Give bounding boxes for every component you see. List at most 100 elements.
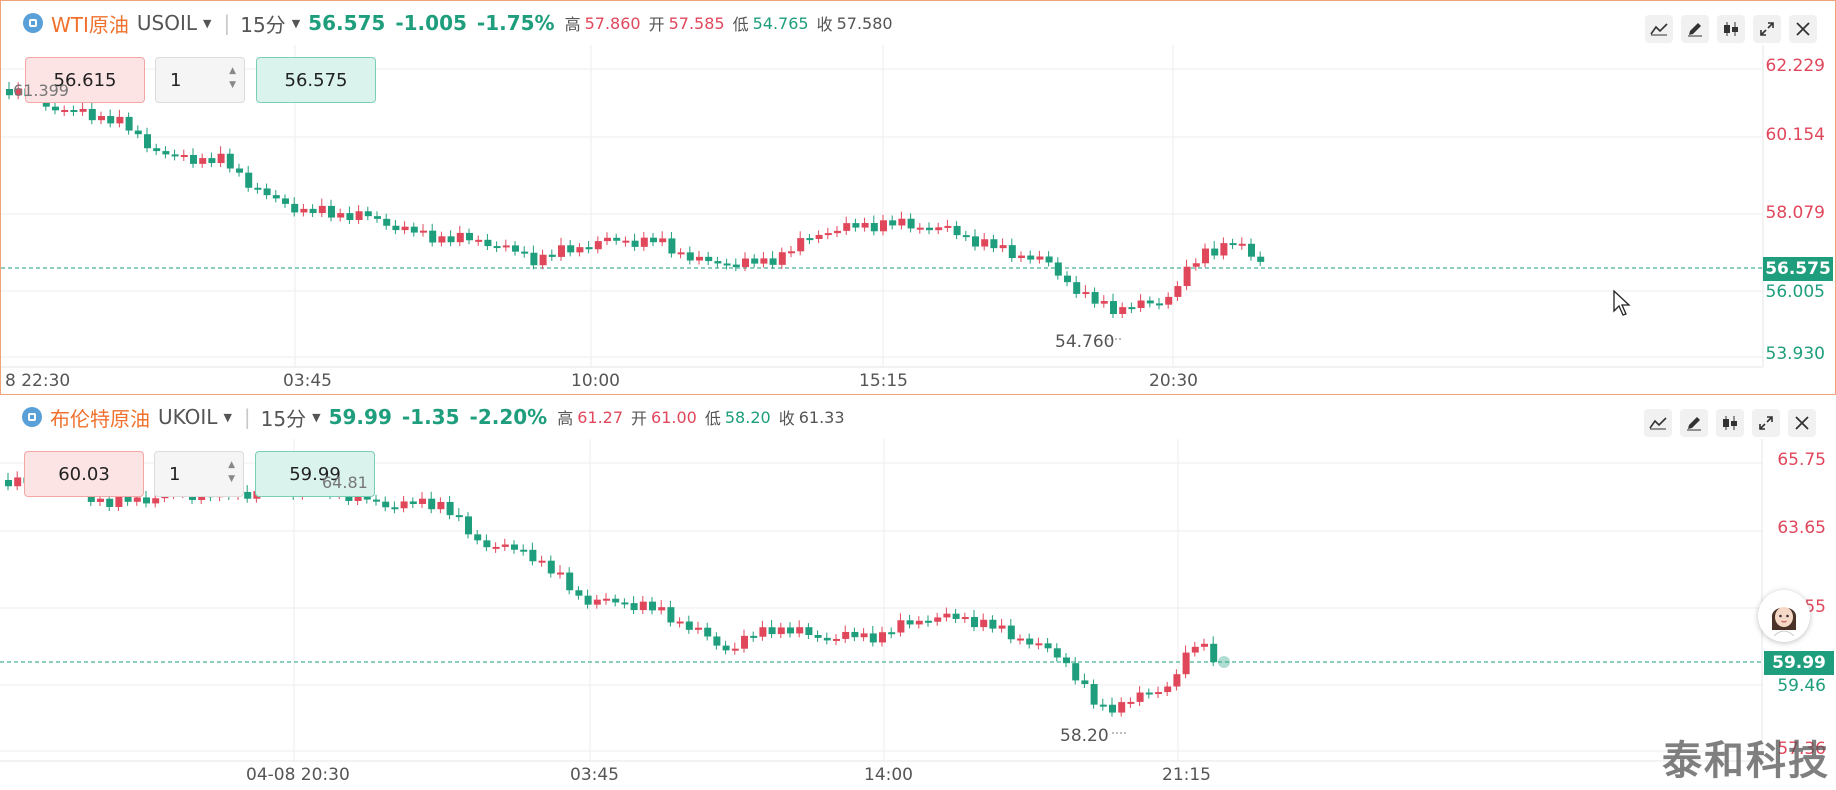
candle-body [759,627,767,637]
chevron-down-icon[interactable]: ▼ [223,410,232,424]
candle-body [52,106,59,111]
symbol-code[interactable]: UKOIL [158,405,218,429]
candle-body [797,238,805,252]
candle-body [493,246,501,249]
candle-body [769,258,777,265]
candle-body [115,496,123,507]
buy-button[interactable]: 59.99 [255,451,375,497]
candle-body [778,252,786,265]
interval-selector[interactable]: 15分 [260,406,307,431]
draw-icon[interactable] [1681,15,1709,43]
candle-body [1173,674,1181,687]
candle-body [972,236,979,247]
high-value: 57.860 [584,13,641,33]
buy-button[interactable]: 56.575 [256,57,376,103]
high-label: 高 [564,15,581,34]
assistant-avatar[interactable] [1758,590,1810,642]
candle-body [557,572,564,575]
candle-body [558,245,565,257]
candle-body [1100,301,1108,304]
close-icon[interactable] [1789,15,1817,43]
close-icon[interactable] [1788,409,1816,437]
candle-body [521,251,529,254]
last-price: 59.99 [328,405,392,429]
candle-body [585,247,593,250]
candle-body [1018,255,1025,259]
quantity-value: 1 [170,69,182,91]
draw-icon[interactable] [1680,409,1708,437]
chevron-down-icon[interactable]: ▼ [291,16,301,30]
candle-body [668,238,676,254]
candle-body [318,205,326,214]
candle-body [144,134,151,149]
expand-icon[interactable] [1753,15,1781,43]
candle-body [1257,256,1265,262]
candle-body [1183,266,1191,287]
time-label: 03:45 [283,371,332,391]
candle-body [484,239,492,247]
expand-icon[interactable] [1752,409,1780,437]
candle-body [658,607,666,611]
axis-label: 59.46 [1777,676,1826,696]
candle-body [1119,307,1127,314]
candle-body [649,601,656,611]
candle-body [291,203,299,213]
close-value: 57.580 [836,13,893,33]
candle-body [889,220,897,226]
candle-body [1137,300,1145,308]
symbol-name[interactable]: 布伦特原油 [50,406,150,431]
candle-body [529,549,537,562]
sell-button[interactable]: 56.615 [25,57,145,103]
quantity-stepper[interactable]: 1 ▲ ▼ [155,57,245,103]
candle-body [263,188,271,196]
candle-body [392,225,400,231]
candle-body [465,516,472,535]
candle-body [685,621,693,630]
candle-body [1238,243,1246,246]
axis-label: 53.930 [1765,344,1825,364]
indicator-icon[interactable] [1644,409,1672,437]
candle-body [107,116,115,124]
candle-body [133,497,141,502]
candle-body [70,109,78,112]
candle-body [998,625,1006,629]
symbol-name[interactable]: WTI原油 [51,12,129,37]
candle-body [621,602,629,605]
stepper-arrows-icon[interactable]: ▲ ▼ [229,66,236,90]
compare-icon[interactable] [1717,15,1745,43]
candle-body [750,635,758,638]
candle-body [143,497,150,504]
chart-panel-wti[interactable]: WTI原油 USOIL ▼ | 15分 ▼ 56.575 -1.005 -1.7… [0,0,1836,395]
chart-panel-brent[interactable]: 布伦特原油 UKOIL ▼ | 15分 ▼ 59.99 -1.35 -2.20%… [0,395,1836,790]
candle-body [732,264,740,268]
candle-body [1082,292,1090,295]
axis-label: 57.36 [1777,739,1826,759]
chevron-down-icon[interactable]: ▼ [312,410,321,424]
chevron-down-icon[interactable]: ▼ [203,16,212,30]
candle-body [1210,643,1218,663]
high-value: 61.27 [577,407,624,427]
candle-body [713,636,721,646]
quantity-stepper[interactable]: 1 ▲ ▼ [154,451,244,497]
low-value: 54.765 [752,13,809,33]
candle-body [455,515,463,518]
candle-body [374,216,381,219]
interval-selector[interactable]: 15分 [240,12,286,37]
candle-body [961,617,969,620]
compare-icon[interactable] [1716,409,1744,437]
symbol-icon [23,13,43,33]
mouse-cursor-icon [1613,289,1631,316]
candle-body [604,237,611,242]
candle-body [630,603,638,611]
current-price-tag: 56.575 [1763,257,1833,281]
candle-body [594,241,602,250]
candle-body [915,620,923,625]
symbol-code[interactable]: USOIL [136,11,198,35]
candle-body [880,220,887,232]
sell-button[interactable]: 60.03 [24,451,144,497]
candle-body [1156,303,1163,306]
candle-body [897,620,905,633]
stepper-arrows-icon[interactable]: ▲ ▼ [228,460,235,484]
candle-body [1045,256,1053,263]
indicator-icon[interactable] [1645,15,1673,43]
